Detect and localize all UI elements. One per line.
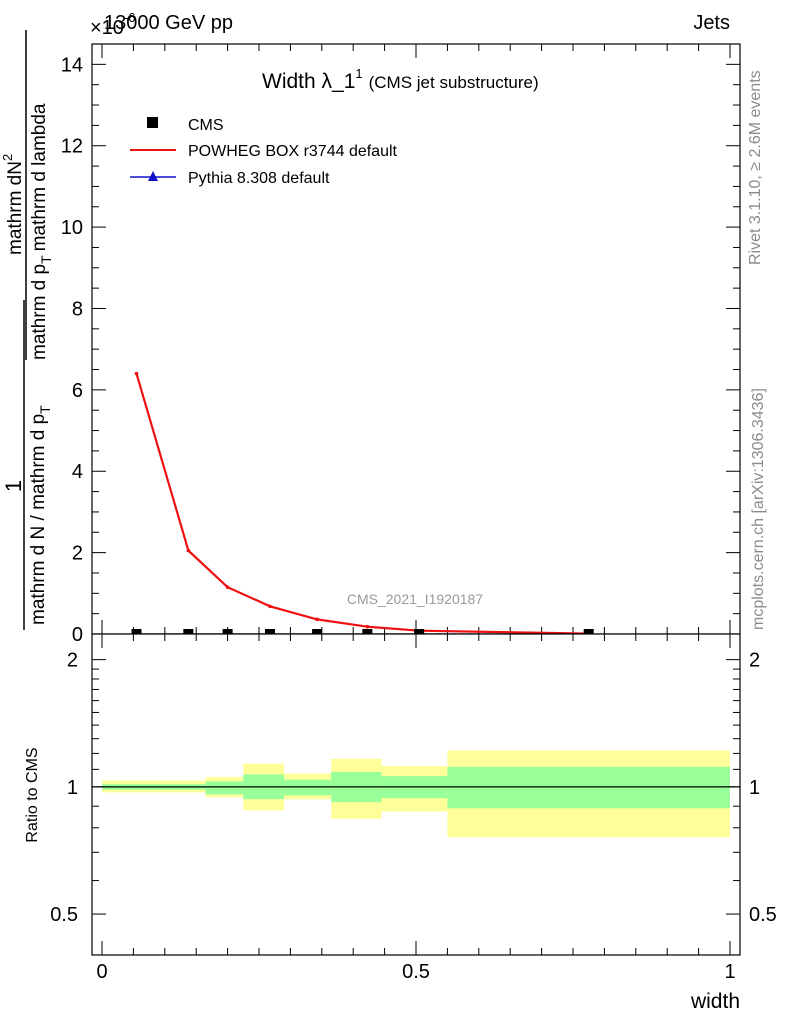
ylabel-denominator-sub: T (38, 255, 54, 264)
y-tick-label: 14 (61, 54, 83, 76)
ratio-y-tick-label-right: 2 (749, 650, 760, 672)
ratio-panel: 0.5 0.5 1 1 2 2 0 0.5 1 (50, 633, 777, 983)
powheg-line (135, 373, 589, 635)
ratio-axis-ticks: 0.5 0.5 1 1 2 2 0 0.5 1 (50, 634, 777, 983)
ylabel-denominator-text: mathrm d p (29, 264, 50, 360)
ratio-y-tick-label-right: 0.5 (749, 904, 777, 926)
legend-swatch-pythia-marker (148, 171, 158, 181)
y-tick-label: 4 (72, 461, 83, 483)
ratio-y-tick-label-right: 1 (749, 777, 760, 799)
main-title: Width λ_11 (CMS jet substructure) (262, 66, 539, 93)
ratio-panel-frame (91, 633, 741, 956)
header-right: Jets (693, 12, 730, 34)
y-tick-label: 2 (72, 543, 83, 565)
legend-swatch-cms (147, 117, 158, 128)
ylabel-prefactor-den-sub: T (37, 405, 53, 414)
main-ylabel: 1 mathrm d N / mathrm d pT mathrm dN2 ma… (0, 30, 54, 630)
ratio-inner-band (447, 766, 730, 809)
powheg-point (134, 371, 139, 376)
main-axis-ticks: 0 2 4 6 8 10 12 14 (61, 44, 740, 646)
ylabel-prefactor-denominator: mathrm d N / mathrm d pT (28, 405, 53, 625)
ratio-y-tick-label-left: 1 (67, 777, 78, 799)
ratio-inner-band (284, 779, 332, 796)
powheg-point (315, 617, 319, 622)
y-tick-label: 10 (61, 217, 83, 239)
legend-label-powheg: POWHEG BOX r3744 default (188, 143, 398, 160)
ylabel-denominator: mathrm d pTmathrm d lambda (29, 103, 54, 360)
analysis-watermark: CMS_2021_I1920187 (347, 591, 483, 607)
ylabel-denominator-tail: mathrm d lambda (29, 103, 50, 251)
exponent-label: ×10-6 (90, 10, 136, 39)
main-panel-background (92, 44, 740, 634)
y-tick-label: 6 (72, 380, 83, 402)
y-tick-label: 0 (72, 624, 83, 646)
legend: CMS POWHEG BOX r3744 default Pythia 8.30… (130, 117, 398, 187)
powheg-point (186, 548, 191, 553)
ratio-y-tick-label-left: 2 (67, 650, 78, 672)
ylabel-prefactor-den-text: mathrm d N / mathrm d p (28, 414, 49, 625)
ylabel-prefactor-numerator: 1 (1, 480, 26, 492)
x-tick-label: 0.5 (402, 961, 430, 983)
ylabel-numerator: mathrm dN2 (0, 154, 26, 255)
y-tick-label: 8 (72, 298, 83, 320)
main-panel: Width λ_11 (CMS jet substructure) CMS POW… (61, 43, 741, 646)
ratio-inner-band (205, 781, 244, 795)
x-axis-label: width (690, 990, 740, 1013)
main-subtitle: (CMS jet substructure) (369, 73, 539, 92)
powheg-point (365, 624, 370, 629)
y-tick-label: 12 (61, 136, 83, 158)
legend-label-cms: CMS (188, 117, 224, 134)
main-title-text: Width λ_1 (262, 70, 355, 93)
x-tick-label: 0 (96, 961, 107, 983)
main-title-superscript: 1 (355, 66, 362, 81)
header-left: 13000 GeV pp (104, 12, 233, 34)
ylabel-numerator-text: mathrm dN (5, 161, 26, 255)
mcplots-label: mcplots.cern.ch [arXiv:1306.3436] (750, 388, 767, 630)
x-tick-label: 1 (724, 961, 735, 983)
ratio-y-tick-label-left: 0.5 (50, 904, 78, 926)
powheg-point (268, 604, 272, 609)
powheg-point (225, 585, 230, 590)
exponent-power: -6 (124, 10, 136, 25)
rivet-version-label: Rivet 3.1.10, ≥ 2.6M events (747, 70, 764, 265)
legend-label-pythia: Pythia 8.308 default (188, 170, 330, 187)
ylabel-numerator-exp: 2 (0, 154, 15, 161)
ratio-ylabel: Ratio to CMS (24, 747, 41, 842)
exponent-base: ×10 (90, 17, 124, 39)
